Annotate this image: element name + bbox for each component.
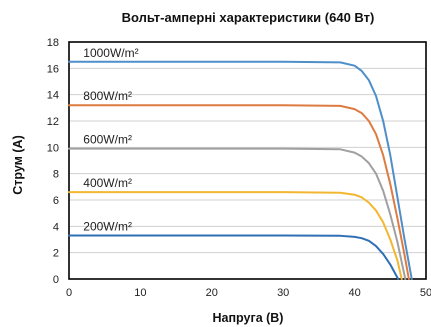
series-line bbox=[68, 60, 413, 280]
y-axis-label: Струм (А) bbox=[11, 135, 25, 194]
series-label: 400W/m² bbox=[83, 176, 132, 190]
y-tick-label: 12 bbox=[47, 116, 59, 128]
series-line bbox=[68, 234, 400, 280]
series-lines bbox=[68, 60, 413, 280]
y-tick-label: 10 bbox=[47, 142, 59, 154]
x-tick-label: 0 bbox=[66, 287, 72, 299]
x-tick-label: 20 bbox=[206, 287, 218, 299]
series-label: 600W/m² bbox=[83, 133, 132, 147]
y-tick-label: 4 bbox=[53, 221, 59, 233]
chart-title: Вольт-амперні характеристики (640 Вт) bbox=[122, 10, 375, 25]
series-label: 200W/m² bbox=[83, 220, 132, 234]
series-line bbox=[68, 191, 403, 280]
series-line bbox=[68, 147, 407, 280]
y-tick-label: 18 bbox=[47, 37, 59, 49]
grid-lines bbox=[69, 67, 426, 254]
x-tick-label: 30 bbox=[277, 287, 289, 299]
y-tick-label: 8 bbox=[53, 169, 59, 181]
y-axis-ticks: 0 2 4 6 8 10 12 14 16 18 bbox=[47, 37, 59, 286]
x-axis-ticks: 0 10 20 30 40 50 bbox=[66, 287, 431, 299]
series-line bbox=[68, 104, 410, 280]
series-labels: 1000W/m² 800W/m² 600W/m² 400W/m² 200W/m² bbox=[83, 46, 138, 234]
plot-area-frame bbox=[68, 41, 427, 280]
x-tick-label: 40 bbox=[348, 287, 360, 299]
series-label: 800W/m² bbox=[83, 89, 132, 103]
x-axis-label: Напруга (В) bbox=[213, 311, 284, 325]
y-tick-label: 6 bbox=[53, 195, 59, 207]
y-tick-label: 0 bbox=[53, 274, 59, 286]
y-tick-label: 2 bbox=[53, 248, 59, 260]
y-tick-label: 16 bbox=[47, 63, 59, 75]
x-tick-label: 50 bbox=[420, 287, 431, 299]
x-tick-label: 10 bbox=[134, 287, 146, 299]
series-label: 1000W/m² bbox=[83, 46, 138, 60]
y-tick-label: 14 bbox=[47, 90, 59, 102]
